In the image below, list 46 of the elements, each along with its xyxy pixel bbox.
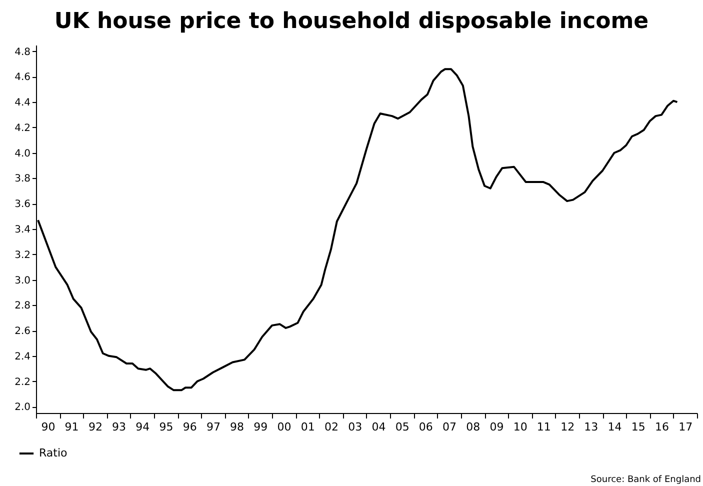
y-tick-label: 3.4 (14, 224, 30, 236)
x-tick-label: 04 (372, 420, 386, 434)
y-tick-label: 2.6 (14, 326, 30, 338)
x-tick-label: 13 (584, 420, 598, 434)
y-tick-label: 4.6 (14, 72, 30, 84)
x-tick-label: 98 (230, 420, 244, 434)
x-tick-label: 07 (442, 420, 457, 434)
chart-title: UK house price to household disposable income (54, 9, 649, 34)
x-tick-label: 09 (490, 420, 504, 434)
legend-label: Ratio (39, 446, 68, 460)
x-tick-label: 15 (631, 420, 646, 434)
x-tick-label: 10 (513, 420, 528, 434)
x-tick-label: 11 (536, 420, 551, 434)
x-tick-label: 06 (418, 420, 433, 434)
x-tick-label: 08 (466, 420, 480, 434)
x-tick-label: 96 (182, 420, 197, 434)
x-tick-label: 01 (300, 420, 315, 434)
y-tick-label: 4.8 (14, 46, 30, 58)
x-tick-label: 91 (64, 420, 79, 434)
x-tick-label: 00 (277, 420, 292, 434)
x-tick-label: 95 (159, 420, 174, 434)
x-tick-label: 17 (678, 420, 693, 434)
y-tick-label: 2.8 (14, 300, 30, 312)
y-tick-label: 3.0 (14, 275, 30, 286)
x-tick-label: 93 (112, 420, 126, 434)
x-tick-label: 92 (88, 420, 102, 434)
y-tick-label: 3.2 (14, 250, 30, 261)
y-tick-label: 4.2 (14, 122, 30, 134)
y-tick-label: 2.0 (14, 402, 30, 414)
x-tick-label: 14 (608, 420, 622, 434)
x-tick-label: 05 (395, 420, 410, 434)
y-tick-label: 3.8 (14, 174, 30, 185)
x-tick-label: 16 (655, 420, 670, 434)
y-tick-label: 3.6 (14, 199, 30, 210)
x-tick-label: 97 (206, 420, 220, 434)
y-tick-label: 4.4 (14, 98, 30, 109)
x-tick-label: 94 (136, 420, 150, 434)
y-tick-label: 2.4 (14, 351, 30, 362)
x-tick-label: 03 (348, 420, 362, 434)
y-tick-label: 4.0 (14, 148, 30, 160)
x-tick-label: 12 (560, 420, 575, 434)
x-tick-label: 99 (254, 420, 268, 434)
y-tick-label: 2.2 (14, 376, 30, 388)
x-tick-label: 90 (41, 420, 56, 434)
x-tick-label: 02 (324, 420, 338, 434)
source-note: Source: Bank of England (590, 475, 701, 485)
